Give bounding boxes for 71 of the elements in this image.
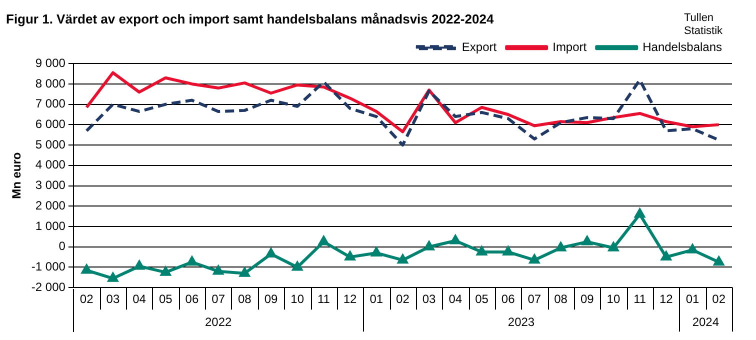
point	[82, 264, 92, 274]
point	[424, 241, 434, 250]
x-tick-label: 02	[396, 292, 410, 306]
point	[582, 236, 592, 246]
point	[160, 266, 171, 276]
x-tick-label: 03	[106, 292, 120, 306]
point	[108, 272, 118, 282]
y-tick-label: 3 000	[35, 178, 66, 192]
y-tick-label: 2 000	[35, 198, 66, 212]
point	[661, 252, 672, 261]
point	[187, 256, 197, 266]
point	[134, 260, 144, 270]
legend-label: Handelsbalans	[642, 40, 722, 54]
y-tick-label: -1 000	[31, 260, 66, 274]
point	[213, 266, 224, 275]
point	[608, 242, 618, 252]
point	[634, 208, 645, 218]
x-tick-label: 01	[370, 292, 384, 306]
x-tick-label: 09	[580, 292, 594, 306]
point	[476, 246, 487, 256]
point	[688, 244, 698, 254]
chart-title: Figur 1. Värdet av export och import samt handelsbalans månadsvis 2022-2024	[6, 11, 494, 26]
y-tick-label: -2 000	[31, 280, 66, 294]
text: 2024	[692, 314, 720, 329]
text: 2022	[204, 314, 232, 329]
x-tick-label: 07	[212, 292, 226, 306]
y-tick-label: 9 000	[35, 56, 66, 70]
point	[371, 247, 382, 256]
point	[318, 236, 329, 246]
x-tick-label: 03	[422, 292, 436, 306]
x-tick-label: 02	[80, 292, 94, 306]
x-tick-label: 04	[132, 292, 146, 306]
point	[398, 254, 408, 264]
x-tick-label: 02	[712, 292, 726, 306]
y-tick-label: 4 000	[35, 158, 66, 172]
x-tick-label: 10	[290, 292, 304, 306]
x-tick-label: 08	[238, 292, 252, 306]
x-tick-label: 12	[659, 292, 674, 306]
x-tick-label: 06	[185, 292, 199, 306]
x-tick-label: 11	[634, 292, 646, 306]
y-tick-label: 0	[58, 239, 66, 254]
y-tick-label: 8 000	[35, 76, 66, 90]
text: 2023	[508, 314, 535, 329]
x-tick-label: 04	[448, 292, 462, 306]
x-tick-label: 12	[343, 292, 358, 306]
y-tick-label: 7 000	[35, 96, 66, 111]
point	[556, 242, 566, 252]
point	[714, 256, 724, 266]
y-tick-label: 1 000	[35, 218, 66, 233]
point	[266, 248, 276, 258]
y-axis-title: Mn euro	[10, 152, 24, 199]
point	[292, 262, 302, 271]
point	[450, 235, 460, 244]
text: Tullen Statistik	[684, 12, 724, 38]
point	[529, 254, 540, 264]
x-tick-label: 08	[554, 292, 568, 306]
legend-label: Import	[552, 40, 588, 54]
x-tick-label: 10	[606, 292, 620, 306]
point	[240, 268, 250, 277]
x-tick-label: 05	[158, 292, 173, 306]
y-tick-label: 5 000	[35, 137, 66, 152]
y-tick-label: 6 000	[35, 117, 66, 132]
legend-label: Export	[462, 40, 498, 54]
x-tick-label: 07	[528, 292, 542, 306]
x-tick-label: 01	[686, 292, 700, 306]
x-tick-label: 09	[264, 292, 278, 306]
point	[345, 252, 355, 261]
point	[503, 246, 514, 256]
x-tick-label: 11	[317, 292, 330, 306]
x-tick-label: 06	[501, 292, 516, 306]
x-tick-label: 05	[475, 292, 489, 306]
